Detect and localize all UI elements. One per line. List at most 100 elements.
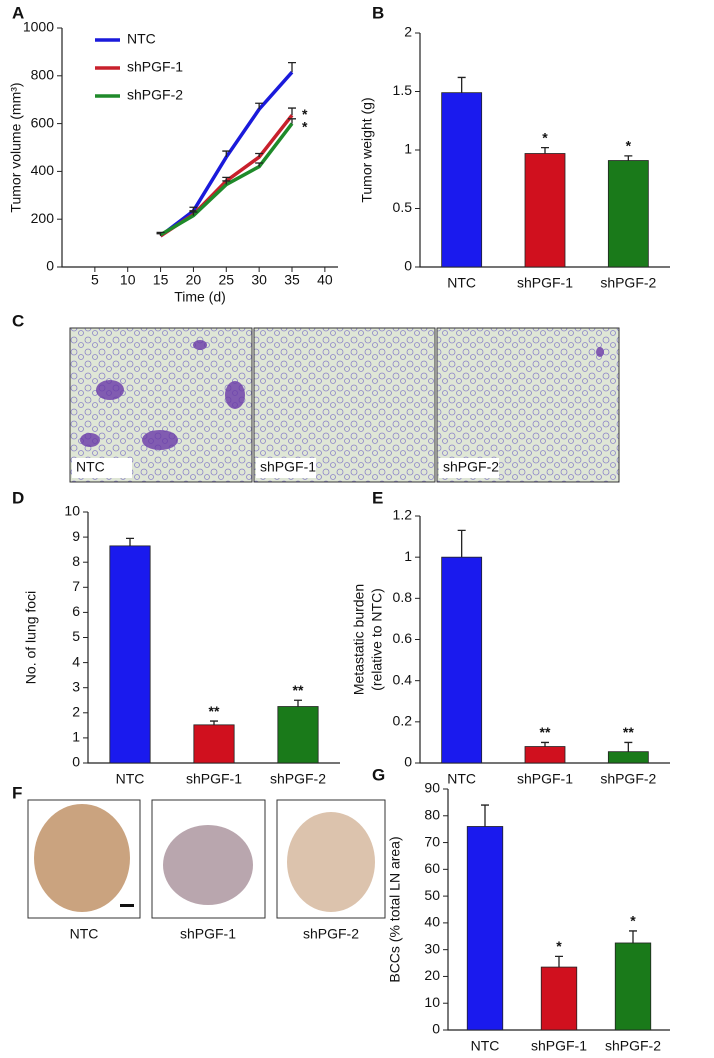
x-tick-label: shPGF-2 — [600, 771, 656, 787]
x-tick-label: 15 — [153, 272, 169, 288]
error-bar — [624, 741, 633, 752]
x-tick-label: NTC — [447, 275, 476, 291]
panel-letter: E — [372, 488, 383, 507]
significance: * — [542, 129, 548, 145]
y-tick-label: 80 — [424, 806, 440, 822]
panel-letter: F — [12, 783, 22, 802]
error-bar — [288, 118, 296, 124]
y-tick-label: 10 — [64, 503, 80, 519]
error-bar — [555, 955, 563, 968]
significance: ** — [209, 703, 220, 719]
y-axis-label: BCCs (% total LN area) — [387, 836, 403, 982]
y-tick-label: 2 — [404, 24, 412, 40]
panel-letter: G — [372, 765, 385, 784]
y-axis-label: Metastatic burden — [351, 584, 367, 695]
y-tick-label: 50 — [424, 887, 440, 903]
error-bar — [541, 741, 549, 747]
image-label: shPGF-1 — [180, 926, 236, 942]
x-tick-label: shPGF-1 — [186, 771, 242, 787]
axis-line — [61, 28, 338, 268]
error-bar — [126, 537, 134, 546]
legend-label: shPGF-1 — [127, 59, 183, 75]
error-bar — [294, 699, 302, 707]
significance: * — [302, 106, 308, 122]
y-tick-label: 10 — [424, 994, 440, 1010]
panel-f-images — [27, 799, 386, 919]
bar — [524, 746, 566, 764]
significance: * — [302, 118, 308, 134]
x-tick-label: NTC — [471, 1038, 500, 1054]
x-tick-label: 5 — [91, 272, 99, 288]
y-tick-label: 3 — [72, 678, 80, 694]
y-tick-label: 30 — [424, 940, 440, 956]
y-tick-label: 2 — [72, 704, 80, 720]
label-box — [256, 458, 316, 478]
x-tick-label: NTC — [116, 771, 145, 787]
panel-letter: C — [12, 311, 24, 330]
x-tick-label: shPGF-2 — [605, 1038, 661, 1054]
y-tick-label: 0.5 — [393, 199, 413, 215]
y-axis-label: (relative to NTC) — [369, 588, 385, 691]
y-tick-label: 0 — [404, 754, 412, 770]
metastasis-foci — [80, 340, 604, 450]
x-tick-label: shPGF-1 — [517, 275, 573, 291]
significance: ** — [623, 724, 634, 740]
y-tick-label: 90 — [424, 780, 440, 796]
error-bar — [222, 180, 231, 185]
x-tick-label: 35 — [284, 272, 300, 288]
error-bar — [189, 211, 198, 216]
y-tick-label: 8 — [72, 553, 80, 569]
y-tick-label: 400 — [31, 162, 55, 178]
error-bar — [481, 804, 489, 827]
error-bar — [457, 529, 466, 558]
y-tick-label: 1 — [404, 141, 412, 157]
y-tick-label: 40 — [424, 914, 440, 930]
legend-label: NTC — [127, 31, 156, 47]
y-tick-label: 1 — [404, 548, 412, 564]
x-tick-label: shPGF-1 — [531, 1038, 587, 1054]
y-tick-label: 20 — [424, 967, 440, 983]
x-tick-label: 30 — [251, 272, 267, 288]
error-bar — [624, 155, 633, 161]
y-tick-label: 800 — [31, 67, 55, 83]
error-bar — [629, 930, 637, 943]
significance: ** — [293, 682, 304, 698]
image-label: shPGF-1 — [260, 459, 316, 475]
error-bar — [288, 62, 296, 73]
bar — [277, 706, 319, 764]
bar — [524, 153, 566, 268]
error-bar — [156, 231, 165, 235]
micrograph — [69, 327, 253, 483]
significance: * — [556, 938, 562, 954]
error-bar — [541, 147, 549, 154]
error-bar — [288, 107, 296, 116]
significance: * — [630, 913, 636, 929]
y-tick-label: 0.4 — [393, 671, 413, 687]
y-tick-label: 0.8 — [393, 589, 413, 605]
y-axis-label: Tumor weight (g) — [359, 97, 375, 202]
bar — [441, 556, 483, 764]
y-tick-label: 7 — [72, 578, 80, 594]
panel-letter: A — [12, 3, 24, 22]
x-tick-label: 10 — [120, 272, 136, 288]
bar — [466, 826, 504, 1031]
image-label: NTC — [76, 459, 105, 475]
legend-label: shPGF-2 — [127, 87, 183, 103]
line — [159, 114, 294, 238]
error-bar — [222, 150, 231, 158]
error-bar — [255, 162, 264, 167]
y-tick-label: 1000 — [23, 19, 54, 35]
scale-bar — [120, 904, 134, 907]
y-tick-label: 9 — [72, 528, 80, 544]
label-box — [439, 458, 499, 478]
y-tick-label: 6 — [72, 603, 80, 619]
x-tick-label: 25 — [218, 272, 234, 288]
y-tick-label: 60 — [424, 860, 440, 876]
y-tick-label: 4 — [72, 653, 80, 669]
x-tick-label: shPGF-2 — [600, 275, 656, 291]
panel-c-images — [69, 327, 620, 483]
y-tick-label: 0 — [46, 258, 54, 274]
error-bar — [255, 102, 264, 110]
image-label: shPGF-2 — [443, 459, 499, 475]
